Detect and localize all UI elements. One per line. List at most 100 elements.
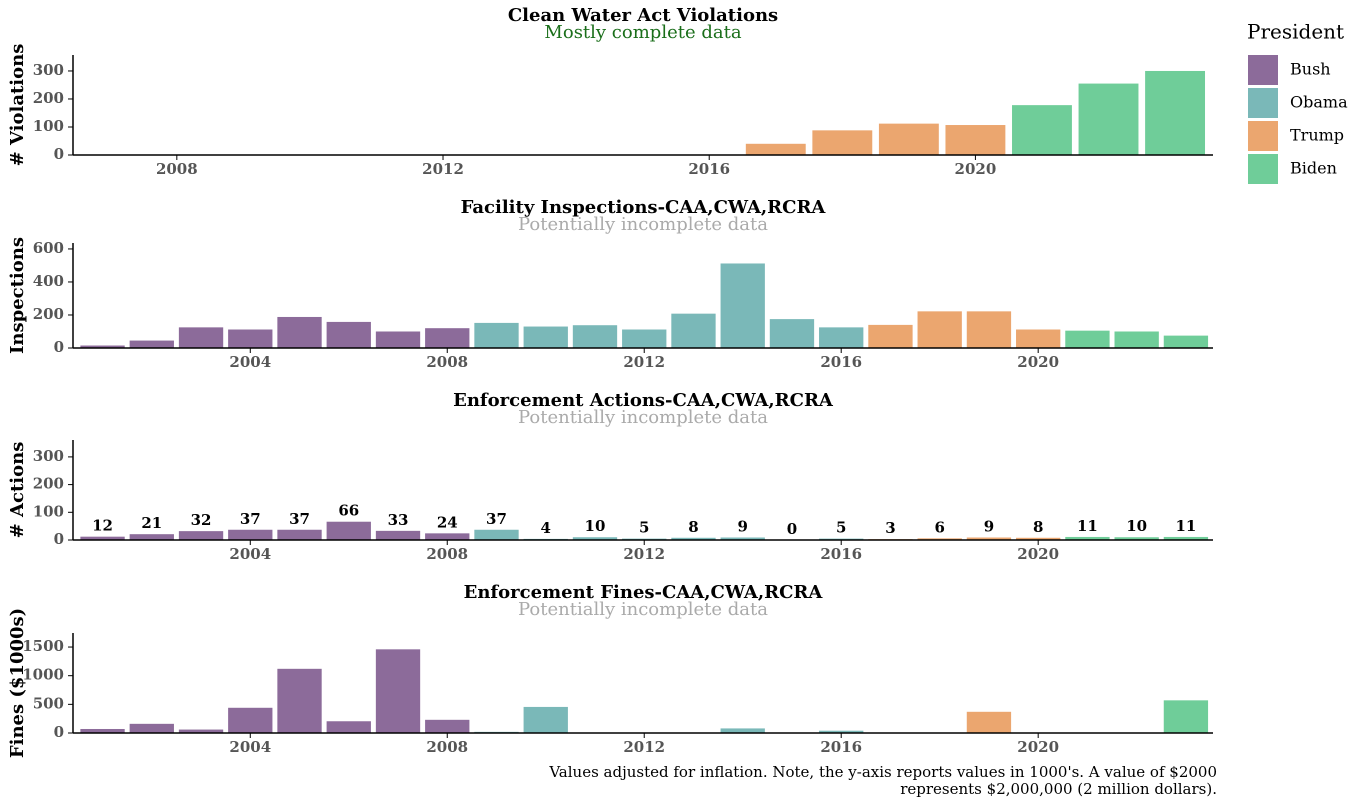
data-label: 33 bbox=[388, 511, 409, 529]
y-tick-label: 100 bbox=[33, 117, 64, 135]
bar bbox=[80, 536, 125, 540]
bar bbox=[1114, 537, 1159, 540]
data-label: 8 bbox=[688, 518, 698, 536]
bar bbox=[425, 533, 470, 540]
data-label: 0 bbox=[787, 520, 797, 538]
data-label: 37 bbox=[289, 510, 310, 528]
bar bbox=[129, 534, 174, 540]
bar bbox=[917, 311, 962, 348]
bar bbox=[966, 311, 1012, 348]
bar bbox=[966, 537, 1012, 540]
bar bbox=[819, 327, 864, 348]
bar bbox=[671, 537, 716, 540]
bar bbox=[277, 316, 322, 348]
bar bbox=[425, 328, 470, 348]
x-tick-label: 2004 bbox=[229, 545, 271, 563]
y-tick-label: 300 bbox=[33, 447, 64, 465]
x-tick-label: 2020 bbox=[1017, 353, 1059, 371]
bar bbox=[523, 706, 568, 733]
y-tick-label: 200 bbox=[33, 305, 64, 323]
data-label: 3 bbox=[885, 519, 895, 537]
bar bbox=[228, 329, 273, 348]
bar bbox=[720, 728, 765, 733]
data-label: 4 bbox=[541, 519, 551, 537]
data-label: 32 bbox=[191, 511, 212, 529]
chart-subtitle: Mostly complete data bbox=[544, 22, 741, 43]
data-label: 11 bbox=[1175, 517, 1196, 535]
bar bbox=[375, 331, 421, 348]
x-tick-label: 2012 bbox=[623, 738, 665, 756]
y-tick-label: 600 bbox=[33, 239, 64, 257]
legend-swatch bbox=[1248, 121, 1278, 151]
x-tick-label: 2008 bbox=[426, 545, 468, 563]
bar bbox=[622, 329, 667, 348]
bar bbox=[1016, 329, 1061, 348]
bar bbox=[1163, 700, 1209, 733]
data-label: 5 bbox=[639, 519, 649, 537]
bar bbox=[80, 728, 125, 733]
y-tick-label: 1500 bbox=[22, 637, 64, 655]
bar bbox=[1145, 70, 1206, 155]
bar bbox=[917, 538, 962, 540]
data-label: 8 bbox=[1033, 518, 1043, 536]
legend-label: Biden bbox=[1290, 159, 1337, 178]
bar bbox=[819, 730, 864, 733]
chart-title: Facility Inspections-CAA,CWA,RCRA bbox=[461, 197, 827, 218]
bar bbox=[523, 326, 568, 348]
bar bbox=[671, 313, 716, 348]
bar bbox=[1065, 536, 1110, 540]
chart-subtitle: Potentially incomplete data bbox=[518, 599, 768, 620]
legend-title: President bbox=[1247, 20, 1344, 44]
data-label: 10 bbox=[1126, 517, 1147, 535]
bar bbox=[572, 537, 618, 540]
bar bbox=[1114, 331, 1159, 348]
legend-swatch bbox=[1248, 154, 1278, 184]
bar bbox=[966, 711, 1012, 733]
legend-label: Trump bbox=[1290, 126, 1344, 145]
y-axis-label: Fines ($1000s) bbox=[7, 608, 28, 758]
data-label: 12 bbox=[92, 517, 113, 535]
x-tick-label: 2004 bbox=[229, 738, 271, 756]
bar bbox=[228, 707, 273, 733]
y-tick-label: 0 bbox=[54, 145, 64, 163]
x-tick-label: 2004 bbox=[229, 353, 271, 371]
x-tick-label: 2020 bbox=[1017, 738, 1059, 756]
bar bbox=[277, 529, 322, 540]
bar bbox=[1016, 537, 1061, 540]
chart-title: Clean Water Act Violations bbox=[508, 5, 778, 26]
y-tick-label: 500 bbox=[33, 694, 64, 712]
y-axis-label: # Actions bbox=[7, 442, 28, 539]
x-tick-label: 2008 bbox=[426, 738, 468, 756]
data-label: 10 bbox=[585, 517, 606, 535]
x-tick-label: 2016 bbox=[820, 738, 862, 756]
chart-subtitle: Potentially incomplete data bbox=[518, 214, 768, 235]
bar bbox=[178, 531, 224, 540]
bar bbox=[228, 529, 273, 540]
bar bbox=[1065, 330, 1110, 348]
x-tick-label: 2012 bbox=[623, 545, 665, 563]
y-tick-label: 100 bbox=[33, 502, 64, 520]
bar bbox=[178, 729, 224, 733]
bar bbox=[720, 263, 765, 348]
x-tick-label: 2012 bbox=[623, 353, 665, 371]
bar bbox=[375, 530, 421, 540]
bar bbox=[572, 325, 618, 348]
legend-swatch bbox=[1248, 55, 1278, 85]
chart-title: Enforcement Fines-CAA,CWA,RCRA bbox=[464, 582, 824, 603]
bar bbox=[1078, 83, 1139, 155]
bar bbox=[326, 321, 371, 348]
x-tick-label: 2008 bbox=[426, 353, 468, 371]
footnote: Values adjusted for inflation. Note, the… bbox=[548, 763, 1217, 781]
x-tick-label: 2016 bbox=[820, 353, 862, 371]
bar bbox=[945, 125, 1006, 155]
y-axis-label: # Violations bbox=[7, 44, 28, 167]
y-tick-label: 200 bbox=[33, 475, 64, 493]
bar bbox=[1163, 335, 1209, 348]
y-axis-label: Inspections bbox=[7, 237, 28, 354]
bar bbox=[425, 719, 470, 733]
data-label: 6 bbox=[934, 518, 944, 536]
bar bbox=[1012, 105, 1072, 155]
x-tick-label: 2020 bbox=[1017, 545, 1059, 563]
data-label: 5 bbox=[836, 519, 846, 537]
